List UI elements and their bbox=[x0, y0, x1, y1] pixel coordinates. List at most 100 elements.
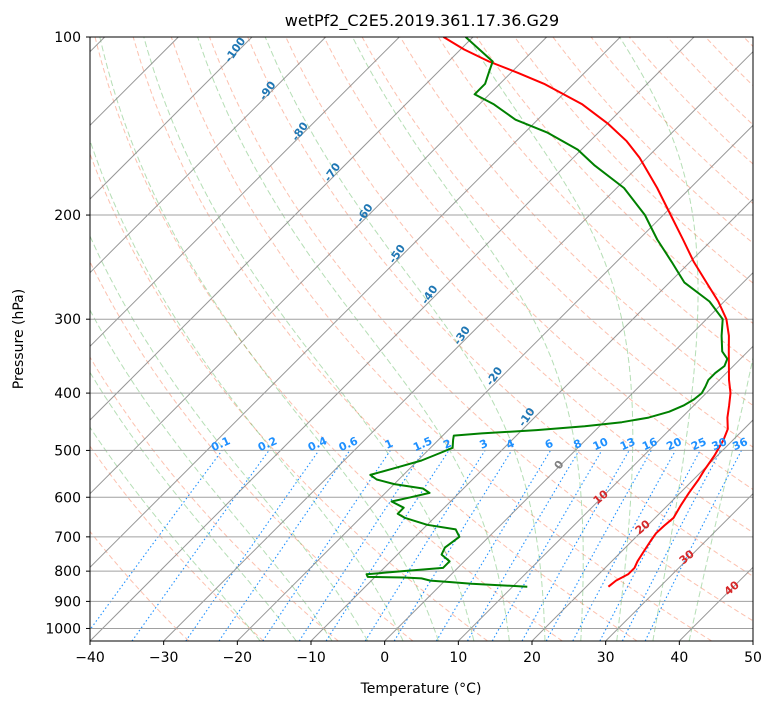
dry-adiabat-line bbox=[90, 445, 264, 641]
mixing-ratio-line bbox=[218, 450, 351, 641]
mixing-ratio-line bbox=[90, 450, 223, 631]
moist-adiabat-line bbox=[197, 37, 510, 641]
isotherm-line bbox=[236, 124, 753, 641]
dry-adiabat-line bbox=[247, 37, 753, 577]
chart-title: wetPf2_C2E5.2019.361.17.36.G29 bbox=[285, 11, 559, 31]
moist-adiabat-line bbox=[352, 37, 584, 641]
mixing-ratio-label: 30 bbox=[710, 435, 730, 453]
dry-adiabat-line bbox=[743, 37, 753, 48]
isotherm-line bbox=[310, 198, 753, 641]
isotherm-line bbox=[90, 37, 253, 200]
y-tick-label: 200 bbox=[54, 208, 81, 224]
mixing-ratio-line bbox=[545, 450, 652, 641]
moist-adiabat-line bbox=[90, 426, 261, 641]
x-tick-label: 30 bbox=[597, 650, 615, 666]
mixing-ratio-line bbox=[521, 450, 630, 641]
background-lines bbox=[90, 37, 753, 641]
x-axis-label: Temperature (°C) bbox=[360, 681, 482, 697]
isotherm-line bbox=[457, 345, 753, 641]
dry-adiabat-line bbox=[170, 37, 712, 641]
mixing-ratio-line bbox=[185, 450, 320, 641]
dry-adiabat-line bbox=[209, 37, 753, 622]
mixing-ratio-label: 1 bbox=[383, 437, 395, 452]
x-tick-label: 20 bbox=[523, 650, 541, 666]
mixing-ratio-label: 2 bbox=[441, 437, 453, 452]
dry-adiabat-line bbox=[552, 37, 753, 244]
x-tick-label: −40 bbox=[75, 650, 105, 666]
dry-adiabat-label: -80 bbox=[289, 119, 311, 143]
dry-adiabat-line bbox=[590, 37, 753, 205]
dry-adiabat-label: -20 bbox=[483, 364, 505, 388]
y-tick-label: 400 bbox=[54, 386, 81, 402]
isotherm-line bbox=[90, 37, 695, 641]
y-tick-label: 100 bbox=[54, 30, 81, 46]
x-tick-label: 40 bbox=[670, 650, 688, 666]
isotherm-line bbox=[384, 271, 753, 641]
x-tick-label: 0 bbox=[380, 650, 389, 666]
y-tick-label: 700 bbox=[54, 530, 81, 546]
mixing-ratio-line bbox=[621, 450, 722, 641]
dry-adiabat-line bbox=[705, 37, 753, 87]
dry-adiabat-label: -10 bbox=[516, 405, 538, 429]
isotherm-line bbox=[605, 492, 753, 641]
moist-adiabat-line bbox=[90, 309, 333, 641]
dry-adiabat-line bbox=[132, 37, 638, 641]
moist-adiabat-line bbox=[90, 234, 369, 641]
mixing-ratio-label: 3 bbox=[478, 437, 490, 452]
moist-adiabat-line bbox=[99, 37, 439, 641]
moist-adiabat-line bbox=[619, 37, 699, 641]
axis-ticks: −40 −30 −20 −10 0 10 20 30 40 5010020030040050060… bbox=[45, 30, 762, 666]
dry-adiabat-line bbox=[90, 260, 414, 641]
mixing-ratio-label: 0.2 bbox=[256, 434, 279, 454]
isotherm-line bbox=[531, 419, 753, 641]
moist-adiabat-line bbox=[143, 37, 475, 641]
dry-adiabat-label: -30 bbox=[451, 323, 473, 347]
isotherm-line bbox=[90, 37, 400, 348]
mixing-ratio-label: 10 bbox=[591, 435, 611, 453]
temperature-profile-line bbox=[442, 37, 732, 588]
y-tick-label: 300 bbox=[54, 312, 81, 328]
y-tick-label: 900 bbox=[54, 594, 81, 610]
moist-adiabat-label: 20 bbox=[633, 517, 653, 537]
mixing-ratio-line bbox=[298, 450, 425, 641]
mixing-ratio-label: 25 bbox=[689, 435, 708, 453]
mixing-ratio-label: 36 bbox=[730, 435, 750, 453]
dry-adiabat-line bbox=[323, 37, 753, 491]
mixing-ratio-label: 0.4 bbox=[306, 434, 329, 454]
dry-adiabat-line bbox=[361, 37, 753, 448]
moist-adiabat-line bbox=[90, 138, 404, 641]
x-tick-label: 10 bbox=[449, 650, 467, 666]
mixing-ratio-label: 6 bbox=[543, 437, 556, 452]
isotherm-line bbox=[90, 37, 327, 274]
isotherm-line bbox=[90, 37, 621, 569]
y-tick-label: 1000 bbox=[45, 621, 81, 637]
y-tick-label: 500 bbox=[54, 443, 81, 459]
dry-adiabat-label: -40 bbox=[419, 283, 441, 307]
dry-adiabat-line bbox=[514, 37, 753, 284]
isotherm-line bbox=[678, 566, 753, 641]
mixing-ratio-line bbox=[262, 450, 391, 641]
isotherm-line bbox=[90, 37, 548, 495]
isotherm-line bbox=[752, 640, 753, 641]
mixing-ratio-line bbox=[325, 450, 450, 641]
mixing-ratio-label: 0.1 bbox=[209, 434, 232, 454]
dry-adiabat-label: 0 bbox=[552, 458, 567, 472]
dry-adiabat-label: -50 bbox=[386, 242, 408, 266]
dry-adiabat-line bbox=[90, 152, 488, 641]
mixing-ratio-line bbox=[572, 450, 676, 641]
mixing-ratio-line bbox=[393, 450, 513, 641]
dry-adiabat-label: -90 bbox=[257, 79, 279, 103]
y-tick-label: 800 bbox=[54, 564, 81, 580]
mixing-ratio-label: 13 bbox=[618, 435, 637, 453]
y-axis-label: Pressure (hPa) bbox=[11, 289, 27, 389]
y-tick-label: 600 bbox=[54, 490, 81, 506]
x-tick-label: −30 bbox=[149, 650, 179, 666]
dry-adiabat-line bbox=[90, 530, 190, 641]
isotherm-line bbox=[90, 37, 474, 421]
dry-adiabat-label: -100 bbox=[222, 35, 249, 65]
mixing-ratio-line bbox=[599, 450, 701, 641]
dry-adiabat-line bbox=[90, 356, 339, 641]
grid-lines bbox=[90, 37, 753, 641]
mixing-ratio-label: 1.5 bbox=[411, 434, 434, 454]
